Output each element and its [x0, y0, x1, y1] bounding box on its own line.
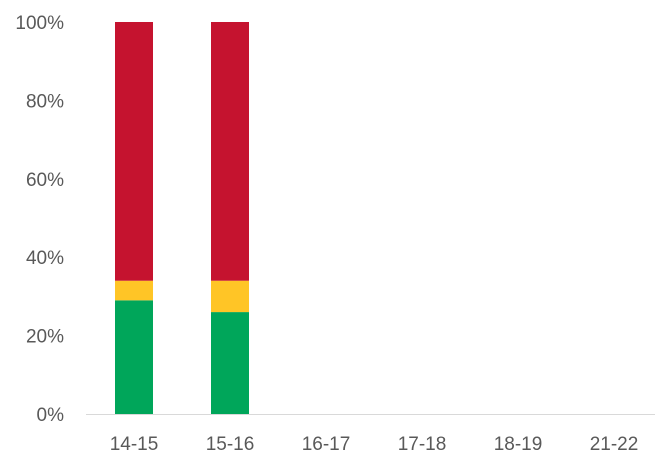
bar-segment-14-15-s2	[115, 22, 153, 281]
y-tick-label: 0%	[37, 405, 65, 426]
x-tick-label: 18-19	[494, 434, 543, 455]
x-tick-label: 16-17	[302, 434, 351, 455]
y-tick-label: 100%	[15, 13, 64, 34]
y-tick-label: 20%	[26, 327, 64, 348]
y-tick-label: 80%	[26, 91, 64, 112]
bar-segment-14-15-s1	[115, 280, 153, 301]
bar-segment-15-16-s1	[211, 280, 249, 313]
bar-segment-15-16-s2	[211, 22, 249, 281]
y-axis-ticks: 0% 20% 40% 60% 80% 100%	[15, 13, 64, 426]
x-tick-label: 14-15	[110, 434, 159, 455]
x-tick-label: 21-22	[590, 434, 639, 455]
y-tick-label: 40%	[26, 248, 64, 269]
x-axis-ticks: 14-15 15-16 16-17 17-18 18-19 21-22	[110, 434, 639, 455]
y-tick-label: 60%	[26, 170, 64, 191]
bars	[115, 22, 249, 414]
x-tick-label: 15-16	[206, 434, 255, 455]
x-tick-label: 17-18	[398, 434, 447, 455]
bar-segment-14-15-s0	[115, 300, 153, 414]
bar-segment-15-16-s0	[211, 312, 249, 414]
